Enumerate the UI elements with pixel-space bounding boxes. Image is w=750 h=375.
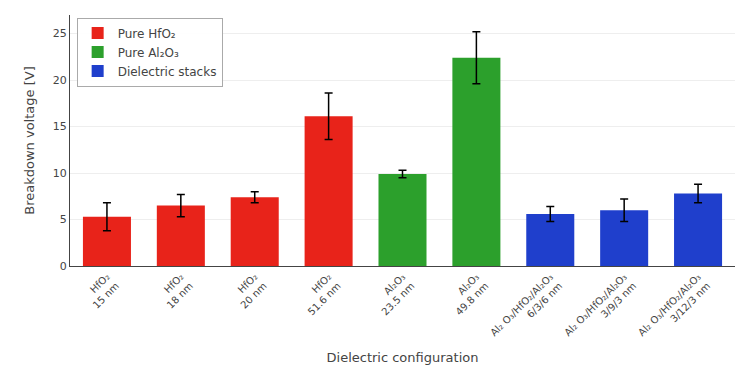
svg-text:Al₂ O₃/HfO₂/Al₂O₃3/12/3 nm: Al₂ O₃/HfO₂/Al₂O₃3/12/3 nm: [636, 271, 712, 347]
svg-text:HfO₂20 nm: HfO₂20 nm: [229, 271, 269, 311]
svg-text:Breakdown voltage [V]: Breakdown voltage [V]: [22, 66, 37, 214]
svg-text:Pure HfO₂: Pure HfO₂: [118, 27, 176, 41]
svg-text:15: 15: [53, 120, 67, 133]
svg-text:0: 0: [60, 260, 67, 273]
svg-text:Dielectric stacks: Dielectric stacks: [118, 65, 217, 79]
svg-text:Al₂O₃23.5 nm: Al₂O₃23.5 nm: [370, 271, 416, 317]
svg-text:5: 5: [60, 213, 67, 226]
svg-text:HfO₂15 nm: HfO₂15 nm: [81, 271, 121, 311]
svg-text:Al₂ O₃/HfO₂/Al₂O₃6/3/6 nm: Al₂ O₃/HfO₂/Al₂O₃6/3/6 nm: [488, 271, 564, 347]
svg-text:HfO₂51.6 nm: HfO₂51.6 nm: [296, 271, 342, 317]
svg-text:HfO₂18 nm: HfO₂18 nm: [155, 271, 195, 311]
svg-text:Pure Al₂O₃: Pure Al₂O₃: [118, 46, 179, 60]
svg-text:Al₂ O₃/HfO₂/Al₂O₃3/9/3 nm: Al₂ O₃/HfO₂/Al₂O₃3/9/3 nm: [562, 271, 638, 347]
svg-text:Al₂O₃49.8 nm: Al₂O₃49.8 nm: [444, 271, 490, 317]
svg-text:20: 20: [53, 74, 67, 87]
svg-text:25: 25: [53, 27, 67, 40]
svg-text:Dielectric configuration: Dielectric configuration: [327, 350, 479, 365]
svg-text:10: 10: [53, 167, 67, 180]
